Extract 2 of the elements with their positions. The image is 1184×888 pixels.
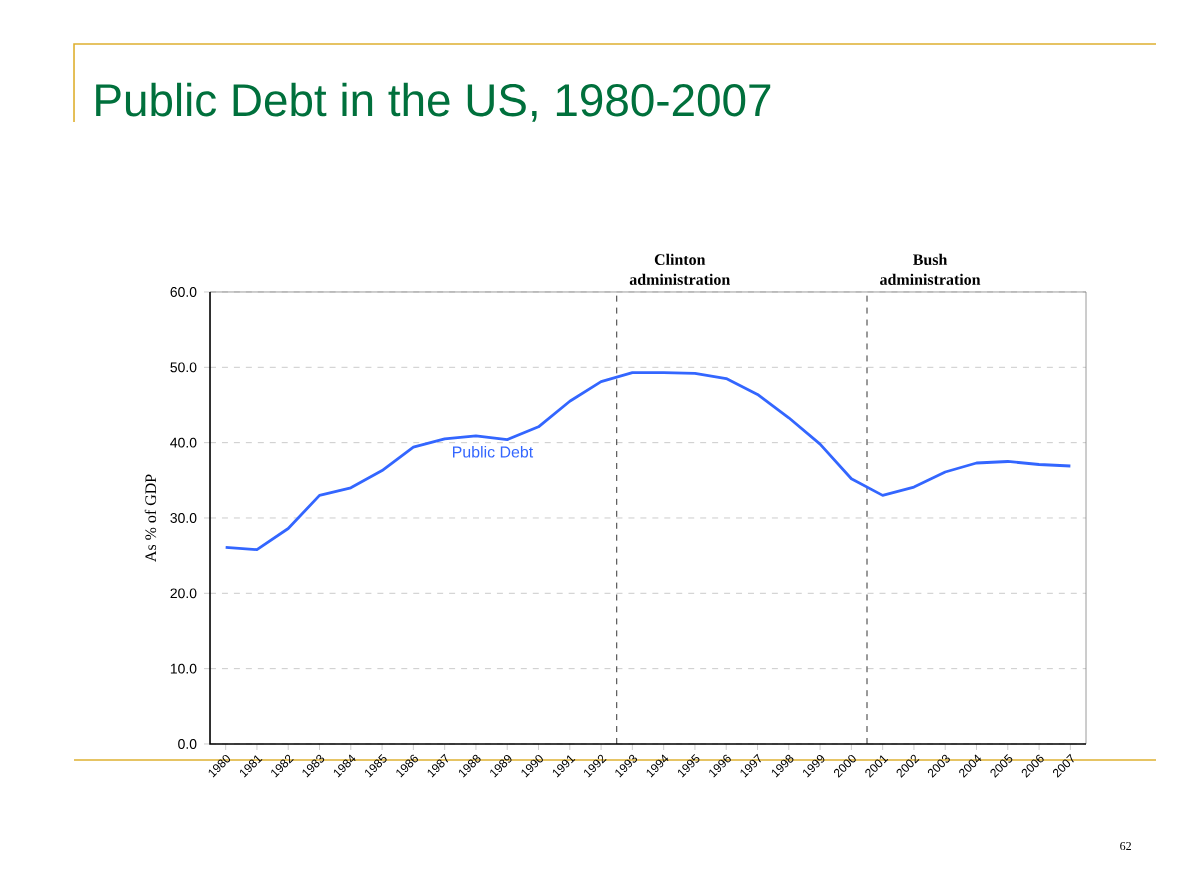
chart-title: Public Debt in the US, 1980-2007 (96, 82, 771, 122)
line-series (224, 371, 1072, 552)
